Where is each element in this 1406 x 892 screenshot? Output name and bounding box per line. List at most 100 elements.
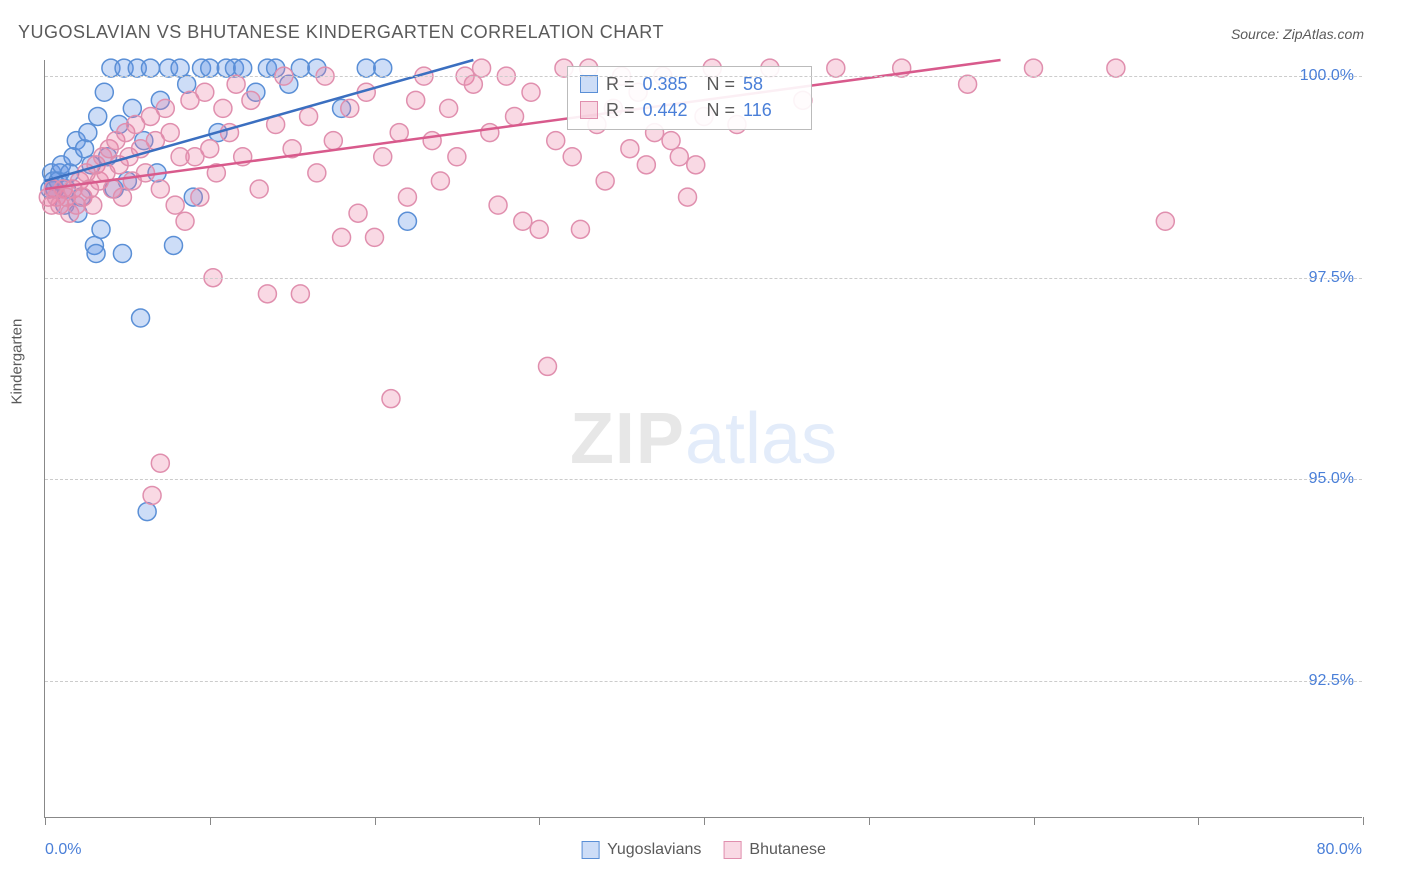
scatter-point [333,228,351,246]
scatter-point [514,212,532,230]
x-tick [210,817,211,825]
scatter-point [89,107,107,125]
x-tick [45,817,46,825]
scatter-point [440,99,458,117]
stats-n-val-1: 58 [743,71,799,97]
legend-swatch-1 [581,841,599,859]
scatter-point [196,83,214,101]
legend-swatch-2 [723,841,741,859]
scatter-point [538,357,556,375]
stats-n-val-2: 116 [743,97,799,123]
scatter-point [959,75,977,93]
scatter-point [95,83,113,101]
scatter-point [423,132,441,150]
scatter-point [161,124,179,142]
scatter-point [431,172,449,190]
scatter-point [178,75,196,93]
x-axis-label-min: 0.0% [45,841,81,859]
stats-r-label-1: R = [606,71,635,97]
scatter-point [300,107,318,125]
scatter-point [1156,212,1174,230]
grid-line [45,76,1362,77]
scatter-point [621,140,639,158]
scatter-point [563,148,581,166]
scatter-point [366,228,384,246]
scatter-point [464,75,482,93]
y-axis-title: Kindergarten [9,318,26,404]
scatter-point [156,99,174,117]
plot-area: Kindergarten ZIPatlas R = 0.385 N = 58 R… [44,60,1362,818]
scatter-point [258,285,276,303]
scatter-point [176,212,194,230]
stats-r-label-2: R = [606,97,635,123]
stats-n-label-1: N = [707,71,736,97]
scatter-point [382,390,400,408]
grid-line [45,681,1362,682]
scatter-point [76,140,94,158]
scatter-point [166,196,184,214]
x-axis-label-max: 80.0% [1317,841,1362,859]
x-tick [539,817,540,825]
stats-swatch-2 [580,101,598,119]
scatter-point [201,59,219,77]
scatter-point [171,59,189,77]
scatter-point [398,212,416,230]
x-tick [375,817,376,825]
scatter-point [448,148,466,166]
scatter-point [123,99,141,117]
legend-item-1: Yugoslavians [581,841,701,859]
scatter-point [113,245,131,263]
scatter-point [84,196,102,214]
y-tick-label: 92.5% [1309,672,1354,690]
scatter-point [138,503,156,521]
scatter-point [234,59,252,77]
stats-row-2: R = 0.442 N = 116 [580,97,799,123]
scatter-point [132,309,150,327]
y-tick-label: 97.5% [1309,269,1354,287]
scatter-point [242,91,260,109]
grid-line [45,479,1362,480]
scatter-point [291,285,309,303]
scatter-point [357,59,375,77]
scatter-point [341,99,359,117]
scatter-point [291,59,309,77]
x-tick [704,817,705,825]
x-tick [1363,817,1364,825]
source-attribution: Source: ZipAtlas.com [1231,26,1364,42]
scatter-point [1107,59,1125,77]
chart-svg [45,60,1362,817]
x-tick [869,817,870,825]
scatter-point [390,124,408,142]
scatter-point [374,148,392,166]
scatter-point [506,107,524,125]
scatter-point [481,124,499,142]
scatter-point [191,188,209,206]
y-tick-label: 95.0% [1309,470,1354,488]
scatter-point [227,75,245,93]
scatter-point [165,236,183,254]
scatter-point [670,148,688,166]
scatter-point [489,196,507,214]
scatter-point [136,164,154,182]
scatter-point [308,164,326,182]
stats-row-1: R = 0.385 N = 58 [580,71,799,97]
scatter-point [349,204,367,222]
scatter-point [679,188,697,206]
scatter-point [530,220,548,238]
chart-title: YUGOSLAVIAN VS BHUTANESE KINDERGARTEN CO… [18,22,664,43]
scatter-point [92,220,110,238]
scatter-point [324,132,342,150]
scatter-point [214,99,232,117]
scatter-point [596,172,614,190]
scatter-point [571,220,589,238]
legend-label-2: Bhutanese [749,841,826,859]
scatter-point [473,59,491,77]
scatter-point [201,140,219,158]
scatter-point [407,91,425,109]
scatter-point [662,132,680,150]
stats-n-label-2: N = [707,97,736,123]
scatter-point [398,188,416,206]
stats-r-val-2: 0.442 [643,97,699,123]
grid-line [45,278,1362,279]
scatter-point [374,59,392,77]
